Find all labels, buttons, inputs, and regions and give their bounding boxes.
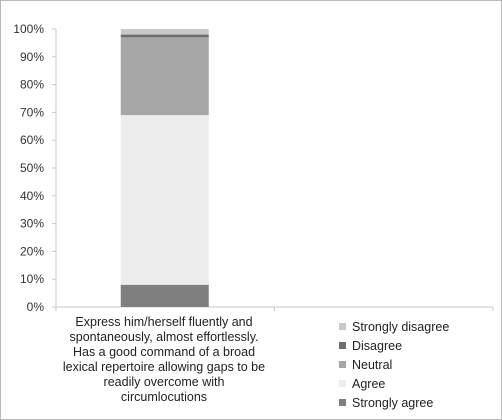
y-tick-label: 100% [13, 22, 44, 36]
y-tick-label: 60% [20, 133, 44, 147]
legend-item: Strongly disagree [339, 317, 449, 336]
y-tick-label: 90% [20, 50, 44, 64]
y-tick-label: 20% [20, 244, 44, 258]
legend-label: Disagree [352, 338, 403, 353]
legend-swatch [339, 361, 346, 368]
legend-swatch [339, 380, 346, 387]
bar-segment-strongly-disagree [120, 29, 209, 35]
legend-label: Strongly agree [352, 395, 434, 410]
y-tick-label: 40% [20, 189, 44, 203]
legend-item: Neutral [339, 355, 449, 374]
bar-segment-strongly-agree [120, 284, 209, 307]
legend-item: Agree [339, 374, 449, 393]
legend-label: Strongly disagree [352, 319, 450, 334]
legend-swatch [339, 342, 346, 349]
y-tick-label: 0% [27, 300, 45, 314]
legend-item: Strongly agree [339, 393, 449, 412]
bar-segment-agree [120, 115, 209, 285]
legend-label: Neutral [352, 357, 393, 372]
legend: Strongly disagree Disagree Neutral Agree Str… [339, 317, 449, 412]
legend-label: Agree [352, 376, 386, 391]
bar-segment-disagree [120, 34, 209, 38]
legend-item: Disagree [339, 336, 449, 355]
y-tick-label: 70% [20, 105, 44, 119]
category-label: Express him/herself fluently and spontan… [62, 315, 266, 404]
y-tick-label: 80% [20, 78, 44, 92]
legend-swatch [339, 323, 346, 330]
legend-swatch [339, 399, 346, 406]
y-tick-label: 30% [20, 217, 44, 231]
bar-segment-neutral [120, 37, 209, 116]
y-tick-label: 50% [20, 161, 44, 175]
y-tick-label: 10% [20, 272, 44, 286]
